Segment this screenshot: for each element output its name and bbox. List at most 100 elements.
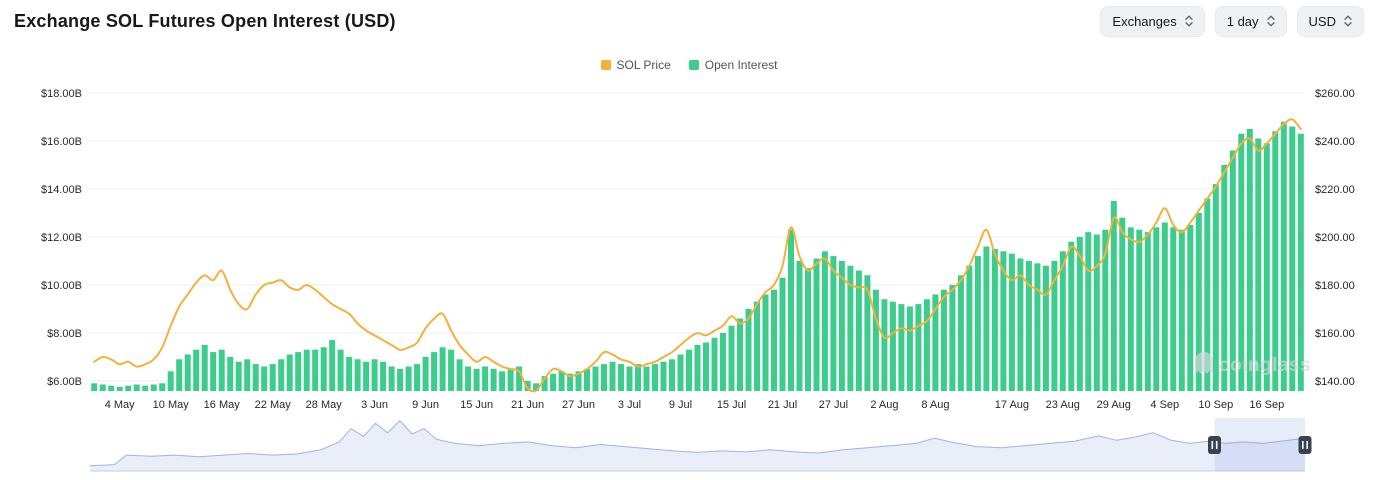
oi-bar[interactable] <box>575 371 582 391</box>
oi-bar[interactable] <box>626 366 633 392</box>
oi-bar[interactable] <box>838 260 845 391</box>
oi-bar[interactable] <box>422 356 429 391</box>
oi-bar[interactable] <box>252 364 259 391</box>
oi-bar[interactable] <box>133 384 140 392</box>
oi-bar[interactable] <box>881 299 888 391</box>
oi-bar[interactable] <box>966 265 973 391</box>
oi-bar[interactable] <box>1051 260 1058 391</box>
oi-bar[interactable] <box>898 304 905 391</box>
oi-bar[interactable] <box>448 349 455 391</box>
oi-bar[interactable] <box>1017 258 1024 392</box>
oi-bar[interactable] <box>906 306 913 392</box>
oi-bar[interactable] <box>1008 253 1015 391</box>
oi-bar[interactable] <box>541 376 548 391</box>
navigator-area[interactable] <box>90 420 1305 471</box>
oi-bar[interactable] <box>1144 232 1151 391</box>
oi-bar[interactable] <box>533 383 540 391</box>
oi-bar[interactable] <box>796 260 803 391</box>
sol-price-line[interactable] <box>93 118 1302 393</box>
oi-bar[interactable] <box>320 347 327 391</box>
oi-bar[interactable] <box>983 246 990 392</box>
oi-bar[interactable] <box>821 251 828 391</box>
exchanges-select[interactable]: Exchanges <box>1100 5 1205 37</box>
oi-bar[interactable] <box>1025 260 1032 391</box>
oi-bar[interactable] <box>1127 227 1134 391</box>
oi-bar[interactable] <box>550 373 557 391</box>
oi-bar[interactable] <box>473 368 480 391</box>
oi-bar[interactable] <box>567 373 574 391</box>
oi-bar[interactable] <box>1280 121 1287 391</box>
oi-bar[interactable] <box>974 256 981 391</box>
oi-bar[interactable] <box>1170 227 1177 391</box>
oi-bar[interactable] <box>788 229 794 391</box>
oi-bar[interactable] <box>991 248 998 391</box>
oi-bar[interactable] <box>499 371 506 391</box>
oi-bar[interactable] <box>1272 131 1279 392</box>
oi-bar[interactable] <box>1110 200 1117 391</box>
oi-bar[interactable] <box>439 347 446 391</box>
oi-bar[interactable] <box>592 366 599 392</box>
oi-bar[interactable] <box>1204 198 1211 392</box>
oi-bar[interactable] <box>686 349 692 391</box>
oi-bar[interactable] <box>1076 236 1083 391</box>
oi-bar[interactable] <box>142 385 149 391</box>
oi-bar[interactable] <box>507 368 514 391</box>
oi-bar[interactable] <box>159 383 166 391</box>
oi-bar[interactable] <box>805 268 811 391</box>
oi-bar[interactable] <box>923 299 930 391</box>
oi-bar[interactable] <box>669 359 675 391</box>
oi-bar[interactable] <box>635 364 641 391</box>
brush-handle-right[interactable] <box>1298 436 1312 454</box>
oi-bar[interactable] <box>278 359 285 391</box>
oi-bar[interactable] <box>1255 138 1262 392</box>
oi-bar[interactable] <box>1297 133 1304 391</box>
oi-bar[interactable] <box>482 366 489 392</box>
interval-select[interactable]: 1 day <box>1214 5 1287 37</box>
oi-bar[interactable] <box>720 332 726 391</box>
oi-bar[interactable] <box>940 289 947 391</box>
brush-selection[interactable] <box>1214 418 1306 471</box>
oi-bar[interactable] <box>150 384 157 392</box>
oi-bar[interactable] <box>762 294 769 392</box>
oi-bar[interactable] <box>210 352 217 391</box>
oi-bar[interactable] <box>167 371 174 391</box>
oi-bar[interactable] <box>1153 227 1160 391</box>
oi-bar[interactable] <box>295 352 302 391</box>
currency-select[interactable]: USD <box>1296 5 1364 37</box>
oi-bar[interactable] <box>864 275 871 391</box>
oi-bar[interactable] <box>1221 164 1228 391</box>
oi-bar[interactable] <box>380 361 387 391</box>
oi-bar[interactable] <box>91 383 98 391</box>
oi-bar[interactable] <box>677 354 684 392</box>
oi-bar[interactable] <box>1068 241 1075 391</box>
oi-bar[interactable] <box>847 265 854 391</box>
oi-bar[interactable] <box>193 349 200 391</box>
legend-item-sol-price[interactable]: SOL Price <box>600 58 671 72</box>
oi-bar[interactable] <box>1161 222 1168 392</box>
oi-bar[interactable] <box>312 349 319 391</box>
oi-bar[interactable] <box>737 318 743 392</box>
oi-bar[interactable] <box>490 368 497 391</box>
oi-bar[interactable] <box>337 349 344 391</box>
oi-bar[interactable] <box>711 337 718 391</box>
oi-bar[interactable] <box>872 289 879 391</box>
oi-bar[interactable] <box>855 270 862 392</box>
oi-bar[interactable] <box>465 366 472 392</box>
oi-bar[interactable] <box>694 344 701 391</box>
oi-bar[interactable] <box>397 368 404 391</box>
oi-bar[interactable] <box>99 384 106 392</box>
oi-bar[interactable] <box>660 361 667 391</box>
oi-bar[interactable] <box>303 349 310 391</box>
oi-bar[interactable] <box>405 366 412 392</box>
oi-bar[interactable] <box>388 366 395 392</box>
oi-bar[interactable] <box>261 366 268 392</box>
oi-bar[interactable] <box>1178 229 1185 391</box>
oi-bar[interactable] <box>125 385 132 391</box>
oi-bar[interactable] <box>830 256 837 391</box>
oi-bar[interactable] <box>414 364 421 391</box>
oi-bar[interactable] <box>813 258 820 392</box>
oi-bar[interactable] <box>1034 263 1041 391</box>
oi-bar[interactable] <box>1093 234 1100 392</box>
oi-bar[interactable] <box>227 356 234 391</box>
oi-bar[interactable] <box>108 385 115 391</box>
